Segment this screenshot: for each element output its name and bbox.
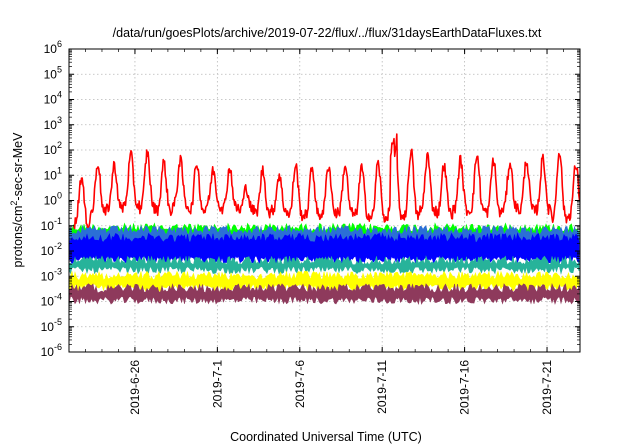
y-tick-label: 105 (44, 64, 62, 81)
y-tick-label: 10-6 (41, 342, 62, 359)
y-tick-label: 10-5 (41, 317, 62, 334)
y-axis-label: protons/cm2-sec-sr-MeV (9, 132, 25, 268)
y-tick-label: 104 (44, 90, 62, 107)
y-tick-label: 10-3 (41, 266, 62, 283)
y-tick-label: 10-4 (41, 292, 62, 309)
y-tick-label: 102 (44, 140, 62, 157)
series-band (68, 255, 580, 275)
x-tick-label: 2019-7-1 (210, 360, 224, 408)
y-tick-label: 10-1 (41, 216, 62, 233)
y-axis-ticks: 106 105 104 103 102 101 100 10-1 10-2 10-3 10-4 10-… (41, 39, 580, 359)
x-tick-label: 2019-7-16 (458, 360, 472, 415)
y-tick-label: 103 (44, 115, 62, 132)
x-tick-label: 2019-6-26 (128, 360, 142, 415)
x-tick-label: 2019-7-11 (375, 360, 389, 414)
y-tick-label: 10-2 (41, 241, 62, 258)
chart-title: /data/run/goesPlots/archive/2019-07-22/f… (113, 26, 542, 40)
y-tick-label: 100 (44, 191, 62, 208)
y-tick-label: 106 (44, 39, 62, 56)
x-axis-label: Coordinated Universal Time (UTC) (230, 430, 422, 444)
x-axis-ticks: 2019-6-26 2019-7-1 2019-7-6 2019-7-11 2019-7… (68, 49, 581, 415)
plot-area (68, 133, 581, 306)
x-tick-label: 2019-7-6 (293, 360, 307, 408)
x-tick-label: 2019-7-21 (540, 360, 554, 415)
y-tick-label: 101 (44, 165, 62, 182)
series-line (73, 133, 581, 230)
